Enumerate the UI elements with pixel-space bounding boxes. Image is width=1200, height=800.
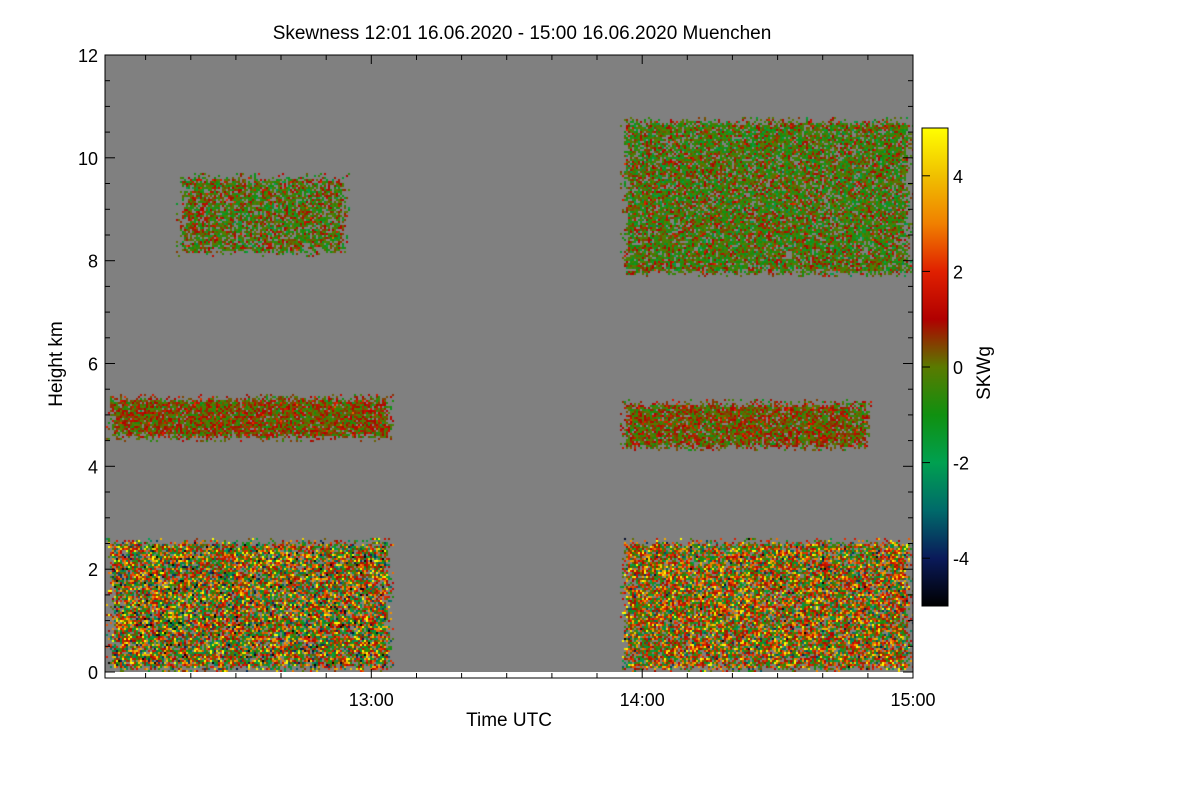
colorbar-tick-label: -2 [953,454,969,474]
y-axis-label: Height km [46,321,67,407]
colorbar-tick-label: -4 [953,549,969,569]
y-tick-label: 4 [88,457,98,477]
heatmap-cells [105,55,913,672]
colorbar-tick-label: 0 [953,358,963,378]
x-axis: 13:00 14:00 15:00 [145,55,936,710]
colorbar-ticks: 4 2 0 -2 -4 [922,167,969,569]
chart-title: Skewness 12:01 16.06.2020 - 15:00 16.06.… [273,23,772,44]
y-tick-label: 6 [88,355,98,375]
y-tick-label: 8 [88,252,98,272]
x-tick-label: 15:00 [890,690,935,710]
y-tick-label: 10 [78,149,98,169]
x-tick-label: 13:00 [349,690,394,710]
colorbar-tick-label: 2 [953,262,963,282]
x-tick-label: 14:00 [620,690,665,710]
colorbar-tick-label: 4 [953,167,963,187]
skewness-pixels [105,55,913,672]
colorbar-label: SKWg [974,346,995,400]
y-tick-label: 0 [88,663,98,683]
plot-frame [104,54,914,679]
y-tick-label: 12 [78,46,98,66]
x-axis-label: Time UTC [466,710,552,731]
y-tick-label: 2 [88,560,98,580]
y-axis: 0 2 4 6 8 10 12 [78,46,913,683]
